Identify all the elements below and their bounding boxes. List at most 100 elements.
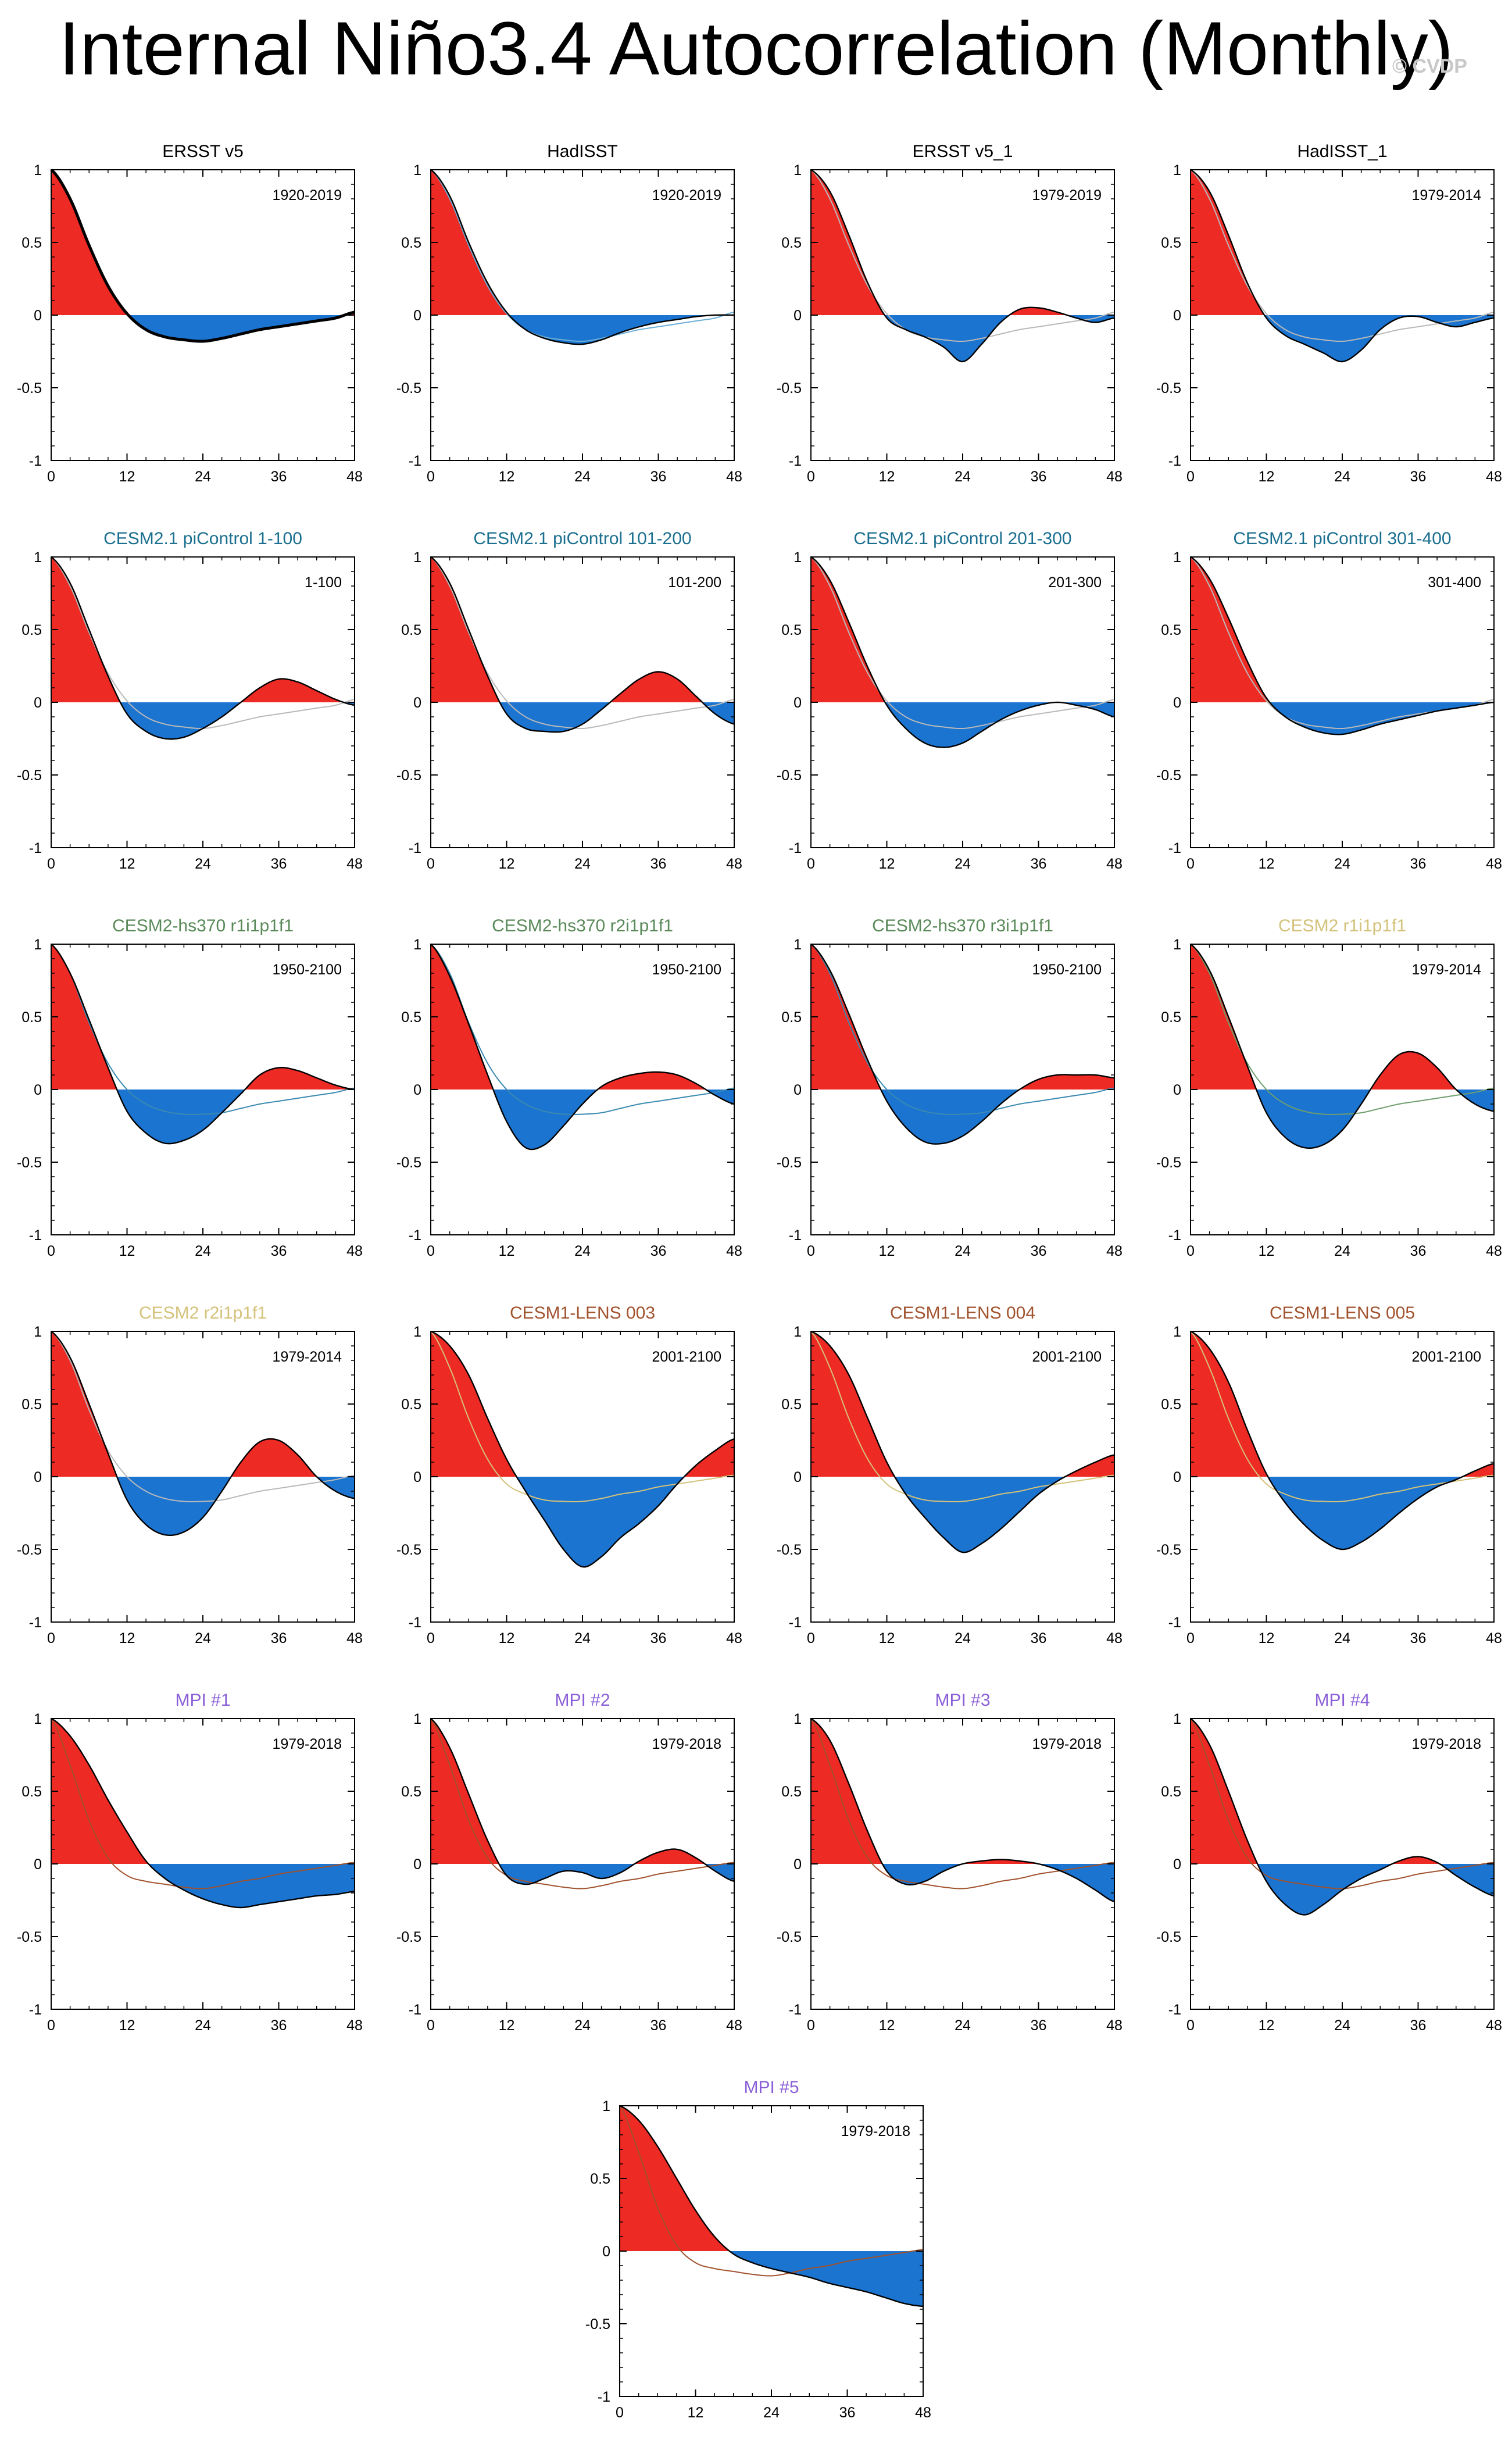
y-tick-label: 1 (602, 2098, 610, 2114)
y-tick-label: -0.5 (396, 380, 421, 397)
y-tick-label: 0.5 (22, 1396, 42, 1413)
y-tick-label: 0.5 (781, 1784, 802, 1800)
positive-area (431, 170, 734, 315)
panel: 0 12 24 36 48 1 0.5 0 -0.5 -1 MPI #3 1979-2018 (777, 1691, 1123, 2034)
x-tick-label: 0 (47, 2017, 55, 2034)
autocorrelation-line (430, 944, 735, 1151)
panel: 0 12 24 36 48 1 0.5 0 -0.5 -1 MPI #1 1979-2018 (17, 1691, 363, 2034)
y-tick-label: -1 (29, 453, 42, 469)
y-tick-label: 0.5 (781, 622, 802, 638)
positive-area (811, 170, 1114, 315)
y-tick-label: 0 (413, 1469, 421, 1485)
period-label: 1920-2019 (652, 187, 721, 203)
negative-area (1191, 1477, 1494, 1549)
x-tick-label: 48 (726, 1243, 742, 1259)
x-tick-label: 24 (1334, 856, 1350, 872)
y-tick-label: -0.5 (777, 380, 802, 397)
x-tick-label: 48 (1106, 856, 1123, 872)
x-tick-label: 24 (195, 1243, 211, 1259)
y-tick-label: 0.5 (1161, 1396, 1181, 1413)
x-tick-label: 48 (726, 856, 742, 872)
panel-title: CESM2.1 piControl 301-400 (1233, 529, 1451, 548)
panel: 0 12 24 36 48 1 0.5 0 -0.5 -1 CESM1-LENS 004 2001-2… (777, 1303, 1123, 1646)
x-tick-label: 36 (650, 1630, 667, 1646)
y-tick-label: -1 (29, 840, 42, 856)
panel-title: MPI #5 (744, 2078, 799, 2097)
y-tick-label: 0.5 (401, 1009, 421, 1026)
y-tick-label: 0 (793, 1082, 802, 1098)
period-label: 301-400 (1428, 574, 1481, 591)
y-tick-label: 0.5 (1161, 1009, 1181, 1026)
x-tick-label: 24 (1334, 1630, 1350, 1646)
x-tick-label: 24 (574, 1243, 591, 1259)
y-tick-label: 0 (793, 1856, 802, 1873)
x-tick-label: 36 (271, 1243, 287, 1259)
x-tick-label: 36 (1410, 1630, 1427, 1646)
x-tick-label: 24 (955, 856, 971, 872)
x-tick-label: 48 (1106, 2017, 1123, 2034)
x-tick-label: 24 (1334, 469, 1350, 485)
x-tick-label: 24 (1334, 2017, 1350, 2034)
x-tick-label: 36 (1410, 2017, 1427, 2034)
panel-title: HadISST (547, 142, 618, 161)
y-tick-label: 1 (793, 162, 802, 178)
panel-title: CESM2-hs370 r2i1p1f1 (492, 916, 673, 935)
reference-line (430, 944, 735, 1115)
y-tick-label: -0.5 (777, 1155, 802, 1171)
negative-area (1191, 315, 1494, 362)
positive-area (431, 1719, 734, 1864)
reference-line (619, 2105, 924, 2277)
y-tick-label: -0.5 (777, 767, 802, 784)
y-tick-label: -0.5 (17, 767, 42, 784)
autocorrelation-line (810, 1717, 1115, 1903)
x-tick-label: 24 (195, 2017, 211, 2034)
y-tick-label: -1 (598, 2389, 610, 2405)
y-tick-label: 1 (793, 937, 802, 953)
y-tick-label: 1 (34, 162, 42, 178)
negative-area (431, 315, 734, 345)
x-tick-label: 48 (1106, 1630, 1123, 1646)
period-label: 1979-2018 (652, 1736, 721, 1752)
autocorrelation-line (51, 169, 355, 342)
y-tick-label: 1 (1173, 1324, 1181, 1340)
panel: 0 12 24 36 48 1 0.5 0 -0.5 -1 ERSST v5_1 1979-2019 (777, 142, 1123, 485)
autocorrelation-line (619, 2105, 924, 2307)
y-tick-label: 0 (793, 1469, 802, 1485)
x-tick-label: 0 (427, 2017, 435, 2034)
x-tick-label: 48 (346, 1630, 363, 1646)
autocorrelation-line (51, 944, 355, 1145)
autocorrelation-line (810, 1330, 1115, 1553)
y-tick-label: -0.5 (585, 2316, 610, 2332)
x-tick-label: 36 (650, 2017, 667, 2034)
panel: 0 12 24 36 48 1 0.5 0 -0.5 -1 CESM1-LENS 005 2001-2… (1156, 1303, 1502, 1646)
x-tick-label: 12 (499, 1630, 515, 1646)
x-tick-label: 12 (879, 1243, 895, 1259)
y-tick-label: -1 (1168, 840, 1181, 856)
panel: 0 12 24 36 48 1 0.5 0 -0.5 -1 CESM2-hs370 r2i1p1f1… (396, 916, 742, 1259)
negative-area (51, 1864, 355, 1908)
positive-area (811, 557, 1114, 702)
panel-title: CESM2-hs370 r3i1p1f1 (872, 916, 1053, 935)
autocorrelation-line (810, 944, 1115, 1145)
reference-line (810, 169, 1115, 342)
panel: 0 12 24 36 48 1 0.5 0 -0.5 -1 CESM2 r2i1p1f1 1979-2… (17, 1303, 363, 1646)
period-label: 1950-2100 (1032, 962, 1102, 978)
y-tick-label: 0.5 (781, 235, 802, 251)
y-tick-label: -0.5 (17, 380, 42, 397)
autocorrelation-line (810, 169, 1115, 363)
x-tick-label: 24 (574, 856, 591, 872)
x-tick-label: 0 (1186, 469, 1195, 485)
y-tick-label: -1 (789, 840, 802, 856)
panel: 0 12 24 36 48 1 0.5 0 -0.5 -1 MPI #2 1979-2018 (396, 1691, 742, 2034)
y-tick-label: 1 (34, 1711, 42, 1727)
negative-area (620, 2251, 923, 2306)
period-label: 1950-2100 (652, 962, 721, 978)
period-label: 2001-2100 (1032, 1349, 1102, 1365)
y-tick-label: -0.5 (1156, 1929, 1181, 1945)
autocorrelation-line (1190, 1718, 1495, 1916)
negative-area (51, 1090, 355, 1144)
x-tick-label: 12 (119, 2017, 135, 2034)
x-tick-label: 36 (1031, 469, 1047, 485)
negative-area (811, 315, 1114, 362)
positive-area (811, 1331, 1114, 1477)
